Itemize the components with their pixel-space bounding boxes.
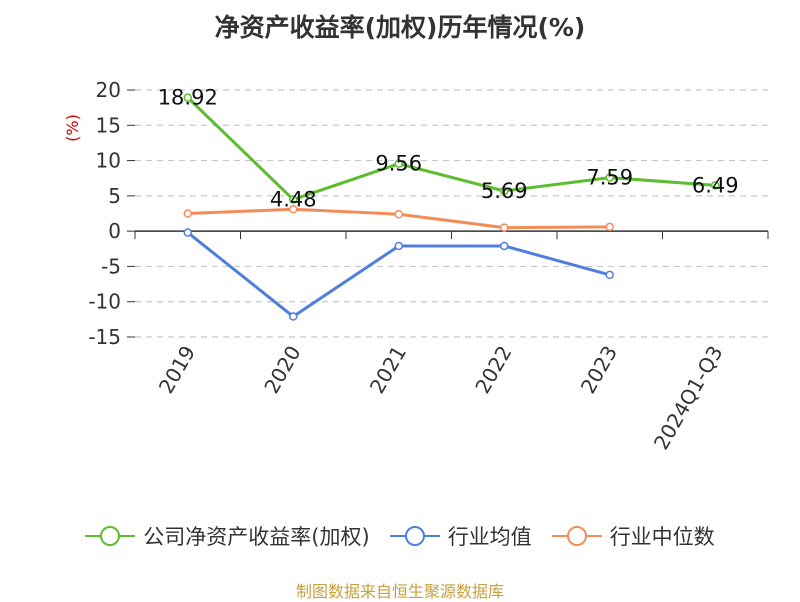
data-label: 5.69 — [481, 179, 528, 203]
y-tick-label: -15 — [88, 325, 121, 349]
data-point — [394, 159, 403, 168]
x-tick-label: 2019 — [154, 342, 200, 398]
y-axis: 20 15 10 5 0 -5 -10 -15 (%) — [63, 78, 135, 349]
data-point — [711, 181, 720, 190]
legend-label: 行业均值 — [447, 525, 532, 549]
data-point — [183, 228, 192, 237]
legend-item[interactable]: 公司净资产收益率(加权) — [85, 521, 370, 551]
y-tick-label: -5 — [101, 254, 121, 278]
data-labels: 18.92 4.48 9.56 5.69 7.59 6.49 — [158, 86, 739, 212]
x-tick-label: 2024Q1-Q3 — [649, 342, 728, 454]
data-label: 9.56 — [375, 152, 422, 176]
legend-label: 公司净资产收益率(加权) — [143, 525, 370, 549]
legend-label: 行业中位数 — [609, 525, 715, 549]
data-point — [394, 241, 403, 251]
data-point — [605, 270, 614, 280]
x-tick-label: 2020 — [259, 342, 305, 398]
legend-swatch — [85, 524, 136, 548]
data-point — [500, 186, 509, 196]
x-tick-label: 2022 — [470, 342, 516, 398]
y-tick-label: -10 — [88, 290, 121, 314]
data-point — [605, 173, 614, 182]
legend-swatch — [551, 524, 602, 548]
data-point — [500, 223, 509, 232]
y-tick-label: 15 — [96, 113, 121, 137]
legend: 公司净资产收益率(加权) 行业均值 行业中位数 — [0, 518, 800, 554]
y-tick-label: 10 — [96, 149, 121, 173]
y-axis-label: (%) — [63, 114, 82, 142]
y-tick-label: 20 — [96, 78, 121, 102]
chart-title: 净资产收益率(加权)历年情况(%) — [214, 13, 586, 42]
x-tick-label: 2023 — [576, 342, 622, 398]
data-point — [183, 209, 192, 218]
legend-item[interactable]: 行业均值 — [389, 521, 532, 551]
series-line — [186, 96, 716, 202]
y-tick-label: 5 — [108, 184, 121, 208]
data-point — [289, 195, 298, 204]
data-label: 6.49 — [692, 173, 739, 197]
data-label: 4.48 — [270, 188, 317, 212]
data-point — [289, 312, 298, 321]
y-tick-label: 0 — [108, 219, 121, 243]
x-tick-label: 2021 — [365, 342, 411, 398]
data-point — [605, 222, 614, 232]
source-note: 制图数据来自恒生聚源数据库 — [295, 582, 504, 601]
data-label: 18.92 — [158, 86, 218, 110]
data-point — [183, 93, 192, 102]
data-point — [394, 209, 403, 219]
data-point — [289, 205, 298, 214]
data-point — [500, 241, 509, 251]
series-group — [183, 93, 720, 321]
gridlines — [135, 89, 768, 338]
data-label: 7.59 — [586, 166, 633, 190]
legend-item[interactable]: 行业中位数 — [551, 521, 715, 551]
legend-swatch — [389, 524, 440, 548]
